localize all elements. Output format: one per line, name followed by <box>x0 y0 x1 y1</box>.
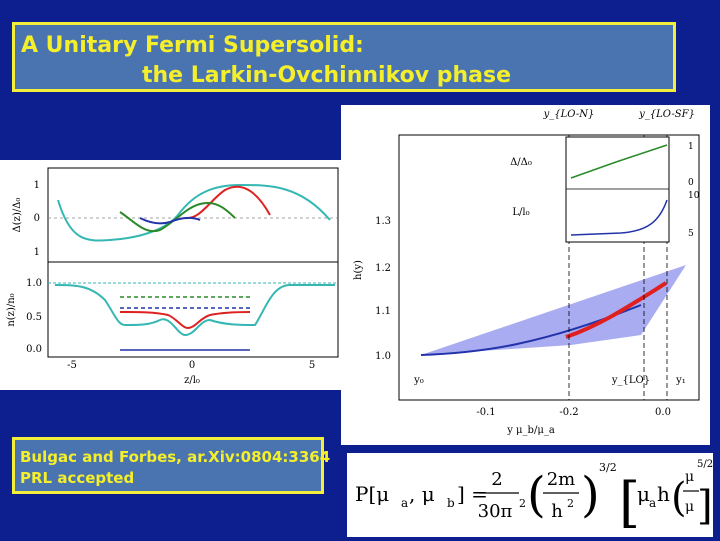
formula-paren-den-sup: 2 <box>567 497 574 510</box>
top-label-1: y_{LO-N} <box>543 109 595 120</box>
x-tick-1: -0.1 <box>476 407 495 418</box>
y-tick-2: 1.2 <box>375 263 391 274</box>
y-tick-4: 1.0 <box>375 351 391 362</box>
slide-title-line2: the Larkin-Ovchinnikov phase <box>142 63 512 88</box>
formula-mu-sub-a: a <box>649 496 656 510</box>
formula-exp1: 3/2 <box>599 461 617 474</box>
pressure-formula: P[μ a , μ b ] = 2 30π 2 ( 2m h 2 ) 3/2 [… <box>347 453 713 537</box>
inset-frame <box>565 136 670 243</box>
formula-comma-mu: , μ <box>409 482 435 506</box>
inset-label-delta: Δ/Δ₀ <box>510 157 532 168</box>
left-figure: Δ(z)/Δ₀ 1 0 1 n(z)/n₀ 1.0 0.5 0.0 -5 0 5… <box>0 160 341 390</box>
x-tick-3: 5 <box>309 360 315 371</box>
inset-blue-curve <box>570 199 668 236</box>
bracket-open: [ <box>619 471 640 534</box>
shaded-region <box>421 265 686 355</box>
top-tick-1: 1 <box>34 180 40 191</box>
main-plot-frame <box>398 134 700 401</box>
credit-box: Bulgac and Forbes, ar.Xiv:0804:3364 PRL … <box>12 437 330 494</box>
delta-curve-cyan <box>57 183 331 242</box>
credit-line1: Bulgac and Forbes, ar.Xiv:0804:3364 <box>20 448 331 466</box>
top-ylabel: Δ(z)/Δ₀ <box>12 198 23 233</box>
x-label: z/l₀ <box>184 375 200 386</box>
bottom-tick-1: 1.0 <box>26 278 42 289</box>
paren2-open: ( <box>671 475 687 521</box>
formula-frac-mu-b: μ <box>685 469 694 485</box>
formula-frac-mu-a: μ <box>685 499 694 515</box>
delta-curve-green <box>119 202 236 233</box>
formula-paren-denominator: h <box>551 501 563 522</box>
formula-sub-b: b <box>447 496 455 510</box>
formula-equals: ] = <box>457 482 488 506</box>
inset-green-curve <box>570 144 668 179</box>
x-tick-1: -5 <box>67 360 77 371</box>
formula-sub-a: a <box>401 496 408 510</box>
paren-open: ( <box>527 467 546 523</box>
bottom-tick-2: 0.5 <box>26 312 42 323</box>
annotation-y0: y₀ <box>413 375 424 386</box>
y-label: h(y) <box>353 260 364 280</box>
y-tick-3: 1.1 <box>375 306 391 317</box>
credit-line2: PRL accepted <box>20 469 135 487</box>
paren-close: ) <box>581 467 600 523</box>
x-tick-2: -0.2 <box>559 407 578 418</box>
formula-exp2: 5/2 <box>697 459 713 470</box>
formula-lhs: P[μ <box>355 482 389 506</box>
density-curve-red <box>119 311 251 330</box>
x-label: y μ_b/μ_a <box>506 425 555 436</box>
slide-title-line1: A Unitary Fermi Supersolid: <box>21 33 364 58</box>
delta-curve-red <box>184 185 271 220</box>
inset-tick-3: 10 <box>688 191 700 201</box>
x-tick-3: 0.0 <box>655 407 671 418</box>
bottom-tick-3: 0.0 <box>26 344 42 355</box>
annotation-y1: y₁ <box>675 375 686 386</box>
annotation-ylo: y_{LO} <box>611 375 650 386</box>
formula-numerator: 2 <box>491 469 502 490</box>
formula-paren-numerator: 2m <box>547 469 576 490</box>
title-box: A Unitary Fermi Supersolid: the Larkin-O… <box>12 22 676 92</box>
formula-den-sup: 2 <box>519 497 526 510</box>
formula-h: h <box>657 482 670 506</box>
bracket-close: ] <box>697 483 713 529</box>
red-curve <box>565 281 668 339</box>
inset-tick-2: 0 <box>688 178 694 188</box>
y-tick-1: 1.3 <box>375 216 391 227</box>
bottom-ylabel: n(z)/n₀ <box>6 293 17 326</box>
inset-tick-4: 5 <box>688 229 694 239</box>
density-curve-cyan <box>54 284 335 337</box>
right-figure: y_{LO-N} y_{LO-SF} 1.3 1.2 1.1 1.0 h(y) … <box>341 105 710 445</box>
delta-curve-blue <box>139 216 201 225</box>
top-label-2: y_{LO-SF} <box>638 109 695 120</box>
x-tick-2: 0 <box>189 360 195 371</box>
formula-denominator: 30π <box>478 501 513 522</box>
bottom-panel-frame <box>47 261 339 358</box>
inset-label-length: L/l₀ <box>512 207 529 218</box>
top-tick-3: 1 <box>34 247 40 258</box>
top-panel-frame <box>47 167 339 263</box>
formula-mu: μ <box>637 482 650 506</box>
top-tick-2: 0 <box>34 213 40 224</box>
inset-tick-1: 1 <box>688 142 694 152</box>
